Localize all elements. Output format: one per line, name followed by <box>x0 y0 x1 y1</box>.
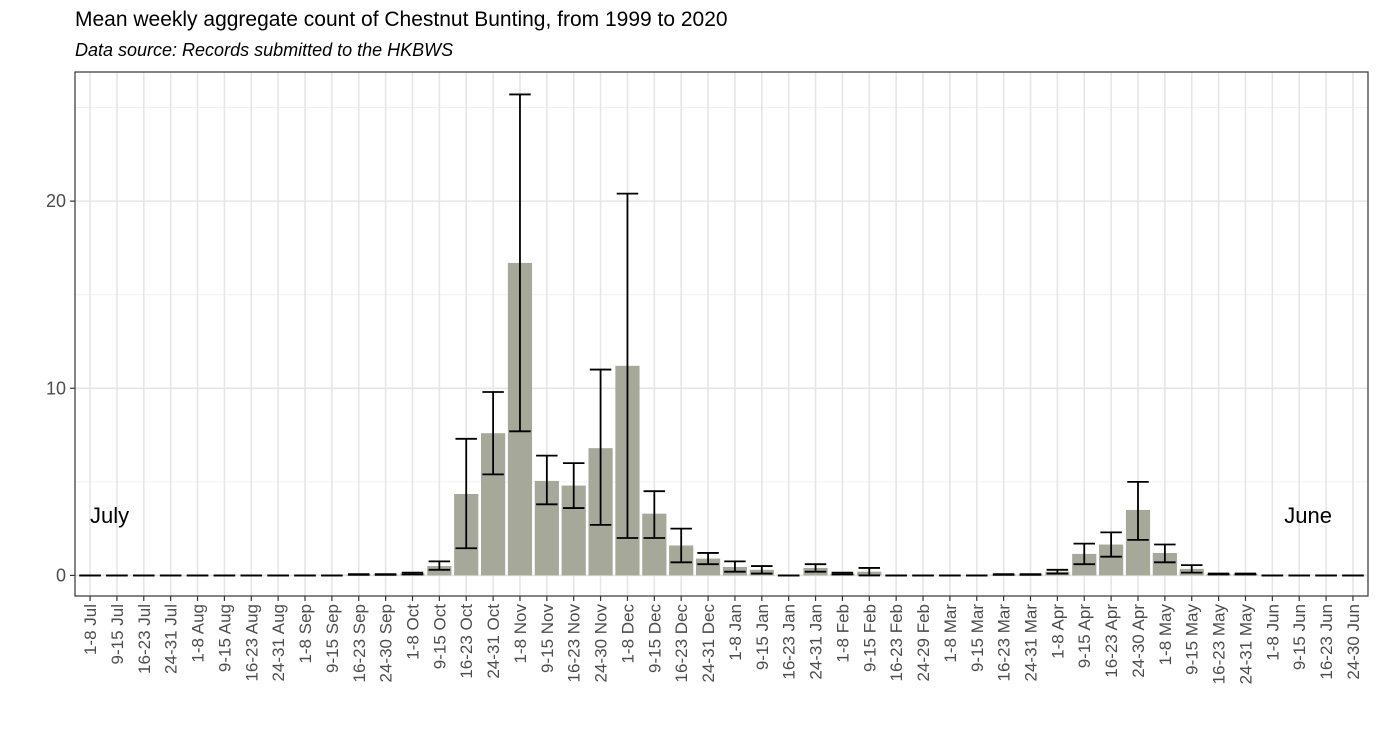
error-bar <box>831 571 854 576</box>
x-tick-label: 24-31 May <box>1236 604 1255 685</box>
error-bar <box>1073 542 1095 566</box>
x-tick-label: 9-15 Dec <box>645 604 664 673</box>
x-tick-label: 16-23 Apr <box>1102 604 1121 678</box>
x-tick-label: 1-8 May <box>1156 604 1175 666</box>
error-bar <box>670 527 692 564</box>
x-tick-label: 24-31 Mar <box>1022 604 1041 682</box>
x-tick-label: 24-31 Aug <box>269 604 288 682</box>
x-tick-label: 1-8 Sep <box>296 604 315 664</box>
error-bar <box>858 567 881 577</box>
x-tick-label: 9-15 May <box>1183 604 1202 675</box>
x-tick-label: 9-15 Sep <box>323 604 342 673</box>
y-tick-label: 0 <box>56 565 66 585</box>
x-tick-label: 16-23 Jul <box>135 604 154 674</box>
x-tick-label: 24-31 Jan <box>807 604 826 680</box>
x-tick-label: 1-8 Apr <box>1048 604 1067 659</box>
error-bar <box>482 391 504 476</box>
annotation-july: July <box>90 503 129 528</box>
error-bar <box>348 573 370 576</box>
error-bar <box>616 192 639 539</box>
bar-1-8-May <box>1152 552 1177 576</box>
error-bar <box>992 573 1015 576</box>
error-bar <box>1180 564 1203 574</box>
error-bar <box>589 368 612 526</box>
x-tick-label: 24-30 Sep <box>377 604 396 682</box>
bar-24-31-Dec <box>695 558 721 576</box>
x-tick-label: 24-31 Oct <box>484 604 503 679</box>
x-tick-label: 1-8 Mar <box>941 604 960 663</box>
x-tick-label: 1-8 Oct <box>403 604 422 660</box>
x-tick-label: 16-23 Nov <box>565 604 584 683</box>
error-bar <box>1019 573 1042 576</box>
x-tick-label: 1-8 Jul <box>81 604 100 655</box>
x-tick-label: 9-15 Apr <box>1075 604 1094 669</box>
error-bar <box>1100 531 1122 558</box>
y-tick-label: 20 <box>46 191 66 211</box>
error-bar <box>697 552 719 566</box>
x-tick-label: 1-8 Feb <box>833 604 852 663</box>
x-tick-label: 1-8 Aug <box>189 604 208 663</box>
error-bar <box>1046 568 1069 575</box>
x-tick-label: 9-15 Jun <box>1290 604 1309 670</box>
x-tick-label: 16-23 Jun <box>1317 604 1336 680</box>
error-bar <box>562 462 585 509</box>
x-tick-label: 1-8 Jan <box>726 604 745 661</box>
error-bar <box>1207 572 1230 576</box>
error-bar <box>643 490 666 539</box>
error-bar <box>804 563 827 573</box>
x-tick-label: 16-23 Oct <box>457 604 476 679</box>
x-tick-label: 1-8 Jun <box>1263 604 1282 661</box>
x-tick-label: 16-23 Dec <box>672 604 691 683</box>
x-tick-label: 1-8 Nov <box>511 604 530 664</box>
annotation-june: June <box>1284 503 1332 528</box>
x-tick-label: 16-23 Mar <box>995 604 1014 682</box>
chart-title: Mean weekly aggregate count of Chestnut … <box>75 8 728 31</box>
x-tick-label: 24-30 Nov <box>592 604 611 683</box>
error-bar <box>751 565 773 575</box>
y-tick-label: 10 <box>46 378 66 398</box>
x-tick-label: 9-15 Aug <box>215 604 234 672</box>
panel-border <box>74 71 1369 597</box>
x-tick-label: 24-30 Apr <box>1129 604 1148 678</box>
error-bar <box>401 571 424 576</box>
error-bar <box>509 93 531 433</box>
x-tick-label: 9-15 Jan <box>753 604 772 670</box>
x-tick-label: 9-15 Oct <box>430 604 449 669</box>
error-bar <box>1234 572 1257 576</box>
x-tick-label: 9-15 Mar <box>968 604 987 672</box>
error-bar <box>536 454 558 506</box>
x-tick-label: 9-15 Jul <box>108 604 127 664</box>
x-tick-label: 24-30 Jun <box>1344 604 1363 680</box>
x-tick-label: 24-31 Dec <box>699 604 718 683</box>
chart-subtitle: Data source: Records submitted to the HK… <box>75 40 454 60</box>
x-tick-label: 1-8 Dec <box>618 604 637 664</box>
x-tick-label: 9-15 Feb <box>860 604 879 672</box>
error-bar <box>455 437 477 550</box>
bar-9-15-Oct <box>427 566 452 576</box>
error-bar <box>428 560 451 571</box>
x-tick-label: 24-29 Feb <box>914 604 933 682</box>
x-tick-label: 16-23 Jan <box>780 604 799 680</box>
x-tick-label: 16-23 May <box>1210 604 1229 685</box>
x-tick-label: 24-31 Jul <box>162 604 181 674</box>
x-tick-label: 16-23 Feb <box>887 604 906 682</box>
error-bar <box>724 560 746 573</box>
error-bar <box>374 573 397 576</box>
x-tick-label: 16-23 Sep <box>350 604 369 682</box>
error-bar <box>1154 543 1176 564</box>
x-tick-label: 16-23 Aug <box>242 604 261 682</box>
x-tick-label: 9-15 Nov <box>538 604 557 673</box>
error-bar <box>1127 480 1149 541</box>
